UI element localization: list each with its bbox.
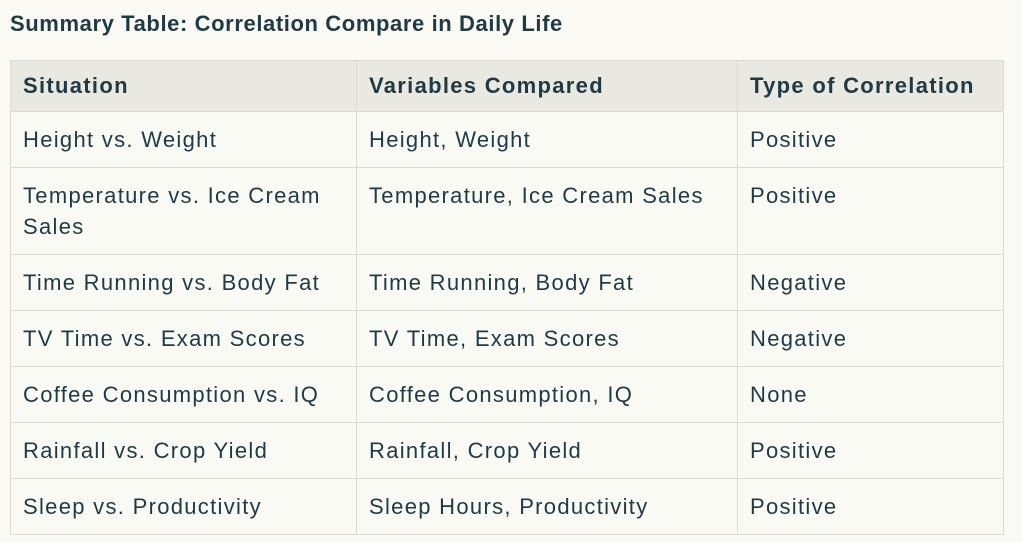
- cell-variables: Temperature, Ice Cream Sales: [356, 167, 738, 255]
- cell-correlation: Positive: [737, 422, 1004, 479]
- table-row: Temperature vs. Ice Cream Sales Temperat…: [10, 167, 1004, 255]
- cell-situation: TV Time vs. Exam Scores: [10, 310, 357, 367]
- cell-situation: Coffee Consumption vs. IQ: [10, 366, 357, 423]
- cell-correlation: None: [737, 366, 1004, 423]
- cell-correlation: Positive: [737, 111, 1004, 168]
- cell-variables: TV Time, Exam Scores: [356, 310, 738, 367]
- table-row: Time Running vs. Body Fat Time Running, …: [10, 254, 1004, 311]
- cell-variables: Coffee Consumption, IQ: [356, 366, 738, 423]
- summary-table: Situation Variables Compared Type of Cor…: [10, 60, 1004, 535]
- cell-correlation: Negative: [737, 254, 1004, 311]
- cell-situation: Time Running vs. Body Fat: [10, 254, 357, 311]
- cell-correlation: Positive: [737, 167, 1004, 255]
- cell-correlation: Negative: [737, 310, 1004, 367]
- table-header: Situation Variables Compared Type of Cor…: [10, 60, 1004, 112]
- cell-variables: Height, Weight: [356, 111, 738, 168]
- table-row: Height vs. Weight Height, Weight Positiv…: [10, 111, 1004, 168]
- cell-situation: Rainfall vs. Crop Yield: [10, 422, 357, 479]
- header-row: Situation Variables Compared Type of Cor…: [10, 60, 1004, 112]
- table-row: Coffee Consumption vs. IQ Coffee Consump…: [10, 366, 1004, 423]
- table-body: Height vs. Weight Height, Weight Positiv…: [10, 111, 1004, 535]
- cell-variables: Time Running, Body Fat: [356, 254, 738, 311]
- cell-situation: Height vs. Weight: [10, 111, 357, 168]
- table-row: TV Time vs. Exam Scores TV Time, Exam Sc…: [10, 310, 1004, 367]
- column-header-situation: Situation: [10, 60, 357, 112]
- cell-situation: Temperature vs. Ice Cream Sales: [10, 167, 357, 255]
- column-header-variables-compared: Variables Compared: [356, 60, 738, 112]
- cell-situation: Sleep vs. Productivity: [10, 478, 357, 535]
- cell-variables: Rainfall, Crop Yield: [356, 422, 738, 479]
- table-row: Sleep vs. Productivity Sleep Hours, Prod…: [10, 478, 1004, 535]
- cell-variables: Sleep Hours, Productivity: [356, 478, 738, 535]
- cell-correlation: Positive: [737, 478, 1004, 535]
- page-title: Summary Table: Correlation Compare in Da…: [10, 11, 563, 36]
- column-header-type-of-correlation: Type of Correlation: [737, 60, 1004, 112]
- table-row: Rainfall vs. Crop Yield Rainfall, Crop Y…: [10, 422, 1004, 479]
